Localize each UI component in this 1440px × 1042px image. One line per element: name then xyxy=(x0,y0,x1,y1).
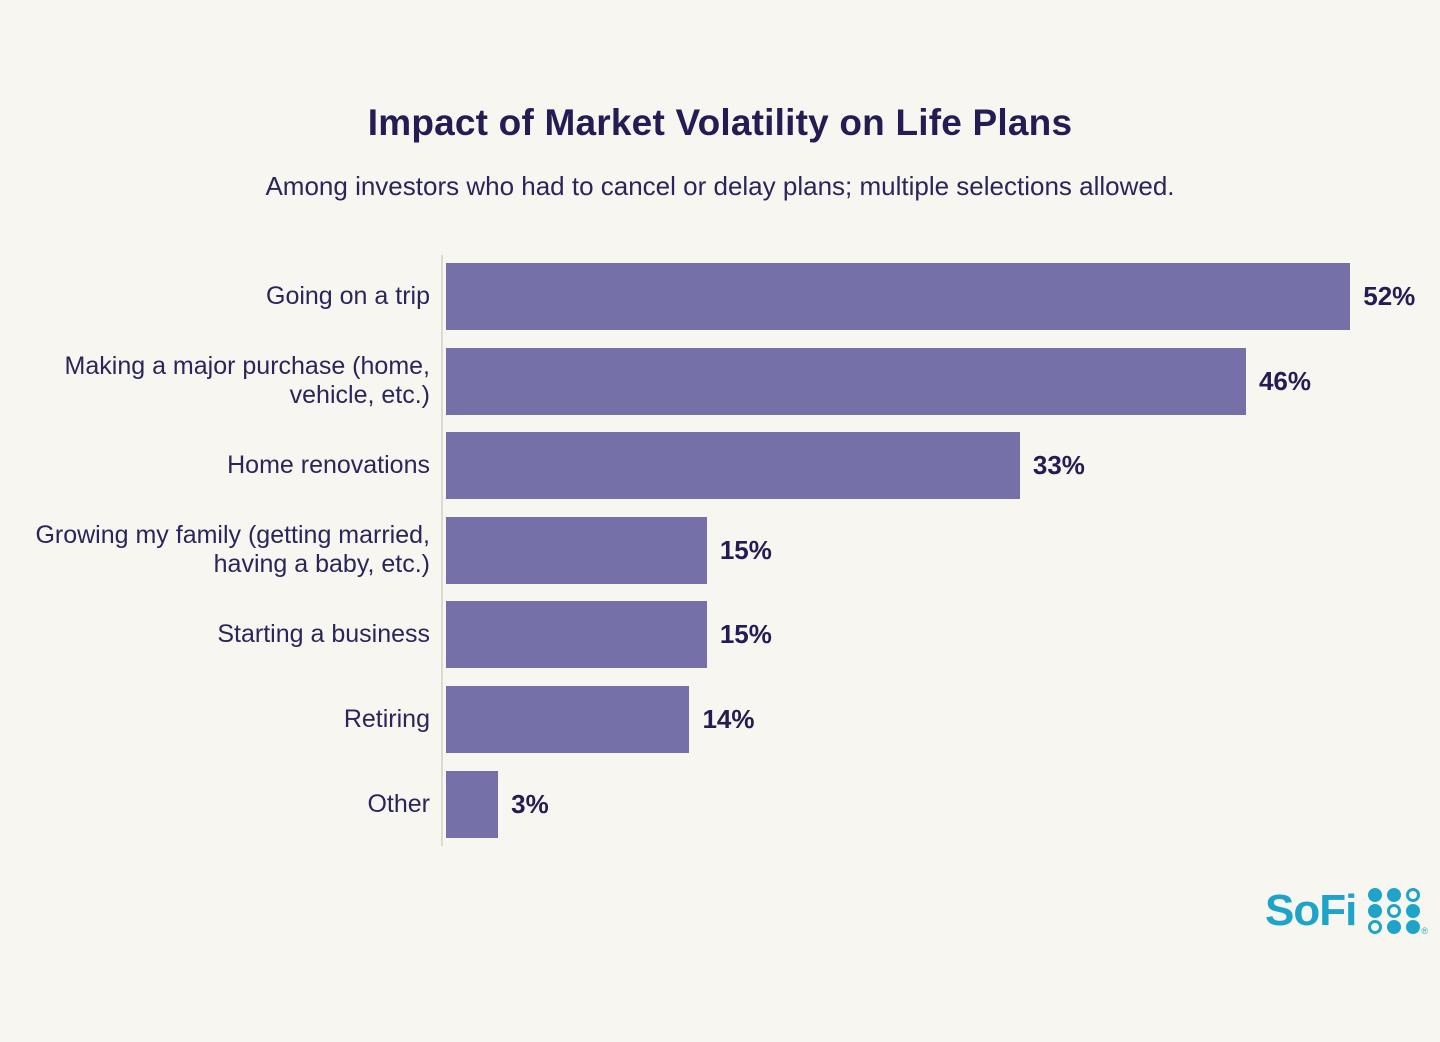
bar-track: 15% xyxy=(443,516,772,584)
bar-track: 15% xyxy=(443,601,772,669)
y-axis-line xyxy=(441,255,443,846)
value-label: 15% xyxy=(719,619,772,650)
registered-trademark-symbol: ® xyxy=(1421,926,1428,936)
category-label: Growing my family (getting married, havi… xyxy=(35,521,430,579)
value-label: 52% xyxy=(1363,281,1416,311)
bar-track: 46% xyxy=(443,347,1311,415)
value-label: 15% xyxy=(719,534,772,565)
bar-row: Growing my family (getting married, havi… xyxy=(0,516,1440,584)
value-label: 14% xyxy=(702,703,755,734)
bar xyxy=(446,516,707,584)
value-label: 3% xyxy=(511,788,549,819)
logo-dot-0-2 xyxy=(1406,888,1421,902)
value-label: 46% xyxy=(1258,365,1311,396)
sofi-logo: SoFi ® xyxy=(1265,886,1428,936)
category-label: Making a major purchase (home, vehicle, … xyxy=(64,352,430,410)
category-label: Other xyxy=(367,789,430,818)
category-label: Home renovations xyxy=(227,451,430,480)
category-label: Going on a trip xyxy=(266,282,430,310)
logo-dot-1-2 xyxy=(1406,904,1421,918)
chart-title: Impact of Market Volatility on Life Plan… xyxy=(367,102,1073,143)
logo-dot-0-0 xyxy=(1368,888,1383,902)
bar-row: Other 3% xyxy=(0,770,1440,838)
logo-dot-1-0 xyxy=(1368,904,1383,918)
logo-dot-2-1 xyxy=(1387,920,1402,934)
value-label: 33% xyxy=(1032,450,1085,481)
chart-subtitle: Among investors who had to cancel or del… xyxy=(265,171,1175,201)
bar xyxy=(446,263,1351,330)
bar-row: Going on a trip 52% xyxy=(0,263,1440,330)
logo-dot-0-1 xyxy=(1387,888,1402,902)
bar-chart: Going on a trip 52% Making a major purch… xyxy=(0,255,1440,846)
bar-rows: Going on a trip 52% Making a major purch… xyxy=(0,263,1440,838)
bar xyxy=(446,601,707,669)
logo-dot-2-2 xyxy=(1406,920,1421,934)
sofi-logo-text: SoFi xyxy=(1265,886,1357,935)
bar xyxy=(446,685,690,753)
bar-row: Making a major purchase (home, vehicle, … xyxy=(0,347,1440,415)
sofi-logo-dot-grid xyxy=(1368,888,1421,934)
bar-track: 14% xyxy=(443,685,755,753)
bar-track: 33% xyxy=(443,432,1085,500)
bar-track: 3% xyxy=(443,770,549,838)
bar-row: Retiring 14% xyxy=(0,685,1440,753)
bar xyxy=(446,432,1020,500)
bar xyxy=(446,347,1246,415)
bar-row: Home renovations 33% xyxy=(0,432,1440,500)
category-label: Retiring xyxy=(343,704,430,733)
category-label: Starting a business xyxy=(217,620,430,649)
logo-dot-1-1 xyxy=(1387,904,1402,918)
bar-row: Starting a business 15% xyxy=(0,601,1440,669)
bar xyxy=(446,770,499,838)
bar-track: 52% xyxy=(443,263,1415,330)
logo-dot-2-0 xyxy=(1368,920,1383,934)
